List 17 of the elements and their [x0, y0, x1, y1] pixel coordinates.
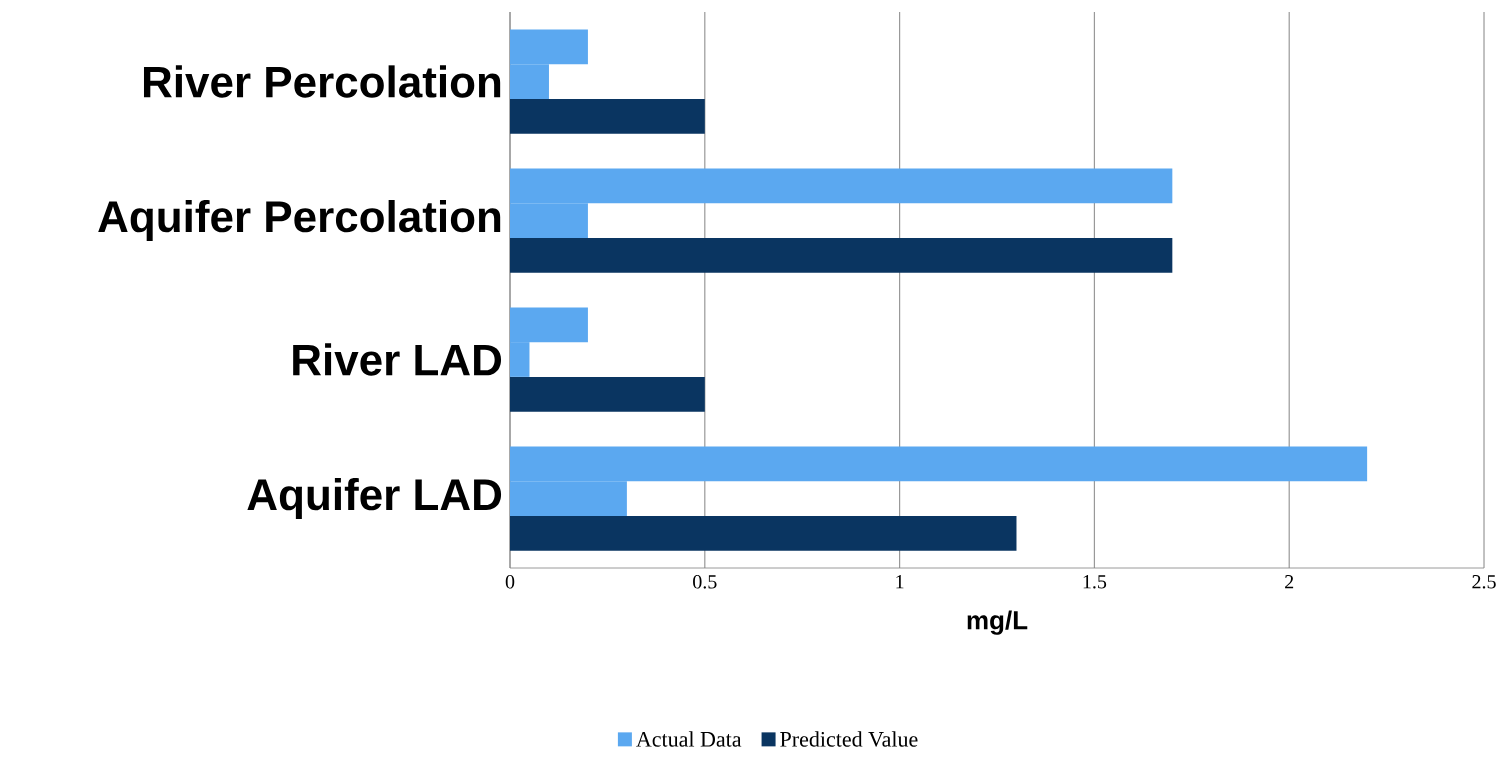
y-tick-label: River Percolation	[143, 65, 501, 98]
legend-label: Actual Data	[636, 731, 742, 747]
x-axis-title: mg/L	[967, 610, 1028, 635]
y-tick-label: Aquifer LAD	[247, 477, 502, 519]
x-tick-label: 0.5	[693, 574, 717, 589]
y-tick-label: Aquifer Percolation	[98, 199, 501, 241]
legend-label: Predicted Value	[780, 731, 918, 747]
x-tick-label: 0	[505, 574, 515, 589]
bar	[510, 376, 705, 412]
bar	[510, 237, 1173, 273]
x-tick-label: 1.5	[1083, 574, 1107, 589]
x-tick-label: 1	[896, 574, 904, 589]
y-tick-label: River LAD	[293, 343, 502, 376]
bar	[510, 515, 1017, 551]
bar	[510, 98, 705, 134]
x-tick-label: 2.5	[1472, 574, 1496, 589]
x-tick-label: 2	[1285, 574, 1294, 589]
